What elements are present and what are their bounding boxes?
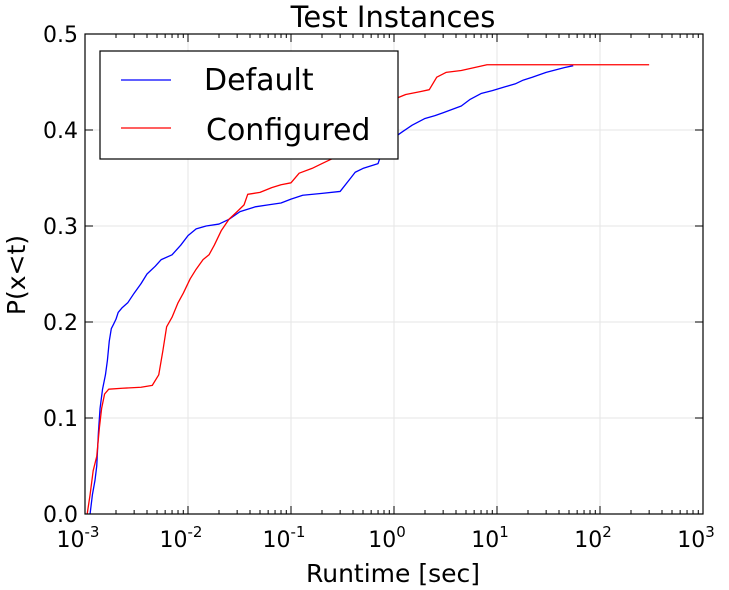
minor-ticks xyxy=(115,34,699,514)
x-tick-label-base: 10 xyxy=(471,528,499,553)
y-tick-label: 0.1 xyxy=(43,407,78,432)
series-line-default xyxy=(89,65,574,515)
x-tick-label: 101 xyxy=(471,523,509,553)
x-tick-label: 102 xyxy=(574,523,612,553)
x-tick-label-exponent: 3 xyxy=(705,523,715,541)
x-tick-label-base: 10 xyxy=(57,528,85,553)
x-tick-label-base: 10 xyxy=(368,528,396,553)
x-tick-label-exponent: 1 xyxy=(499,523,509,541)
x-tick-label: 10-2 xyxy=(160,523,203,553)
x-axis-label: Runtime [sec] xyxy=(306,559,480,588)
x-tick-label: 100 xyxy=(368,523,406,553)
legend-box xyxy=(99,50,399,160)
y-tick-label: 0.5 xyxy=(43,23,78,48)
x-tick-label-exponent: -2 xyxy=(188,523,203,541)
chart-title: Test Instances xyxy=(290,0,496,34)
series-layer xyxy=(86,64,650,515)
x-tick-label-base: 10 xyxy=(677,528,705,553)
legend: Default Configured xyxy=(99,50,399,160)
x-tick-label-exponent: 2 xyxy=(602,523,612,541)
x-tick-label: 103 xyxy=(677,523,715,553)
x-tick-label-base: 10 xyxy=(160,528,188,553)
major-ticks xyxy=(84,33,704,515)
x-tick-label-exponent: -1 xyxy=(291,523,306,541)
x-tick-label-exponent: -3 xyxy=(85,523,100,541)
x-tick-label-base: 10 xyxy=(263,528,291,553)
y-tick-label: 0.4 xyxy=(43,119,78,144)
x-tick-label-exponent: 0 xyxy=(396,523,406,541)
x-tick-label-base: 10 xyxy=(574,528,602,553)
y-axis-label: P(x<t) xyxy=(2,235,31,315)
x-tick-label: 10-3 xyxy=(57,523,100,553)
legend-label-configured: Configured xyxy=(206,113,370,148)
y-tick-labels: 0.0 0.1 0.2 0.3 0.4 0.5 xyxy=(43,23,78,528)
y-tick-label: 0.3 xyxy=(43,215,78,240)
series-line-configured xyxy=(86,64,650,515)
x-tick-label: 10-1 xyxy=(263,523,306,553)
legend-label-default: Default xyxy=(204,63,314,98)
y-tick-label: 0.2 xyxy=(43,311,78,336)
x-tick-labels: 10-3 10-2 10-1 100 101 102 103 xyxy=(57,523,715,553)
y-tick-label: 0.0 xyxy=(43,503,78,528)
